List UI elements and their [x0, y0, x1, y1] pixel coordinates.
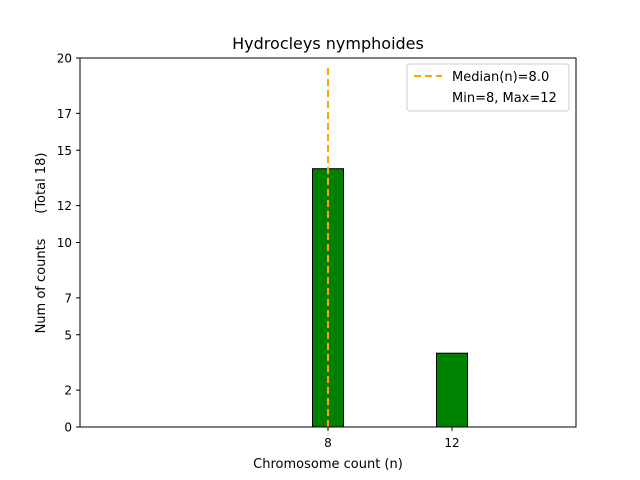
x-tick-label: 12 — [444, 436, 459, 450]
y-tick-label: 5 — [64, 328, 72, 342]
bar-n-12 — [436, 352, 468, 428]
x-tick-label: 8 — [324, 436, 332, 450]
legend-median-label: Median(n)=8.0 — [452, 70, 549, 85]
legend-box — [406, 63, 570, 112]
x-axis-label: Chromosome count (n) — [253, 457, 403, 472]
legend-range-label: Min=8, Max=12 — [452, 91, 557, 106]
y-axis-ticks: 0 2 5 7 10 12 15 17 20 — [57, 52, 80, 435]
legend: Median(n)=8.0 Min=8, Max=12 — [406, 63, 570, 112]
y-tick-label: 10 — [57, 236, 72, 250]
chart-title: Hydrocleys nymphoides — [232, 34, 424, 53]
y-axis-label: Num of counts (Total 18) — [34, 153, 49, 334]
y-tick-label: 15 — [57, 144, 72, 158]
y-tick-label: 12 — [57, 199, 72, 213]
y-tick-label: 2 — [64, 384, 72, 398]
y-tick-label: 0 — [64, 421, 72, 435]
x-axis-ticks: 8 12 — [324, 427, 460, 450]
y-tick-label: 17 — [57, 107, 72, 121]
y-tick-label: 20 — [57, 52, 72, 66]
y-tick-label: 7 — [64, 291, 72, 305]
